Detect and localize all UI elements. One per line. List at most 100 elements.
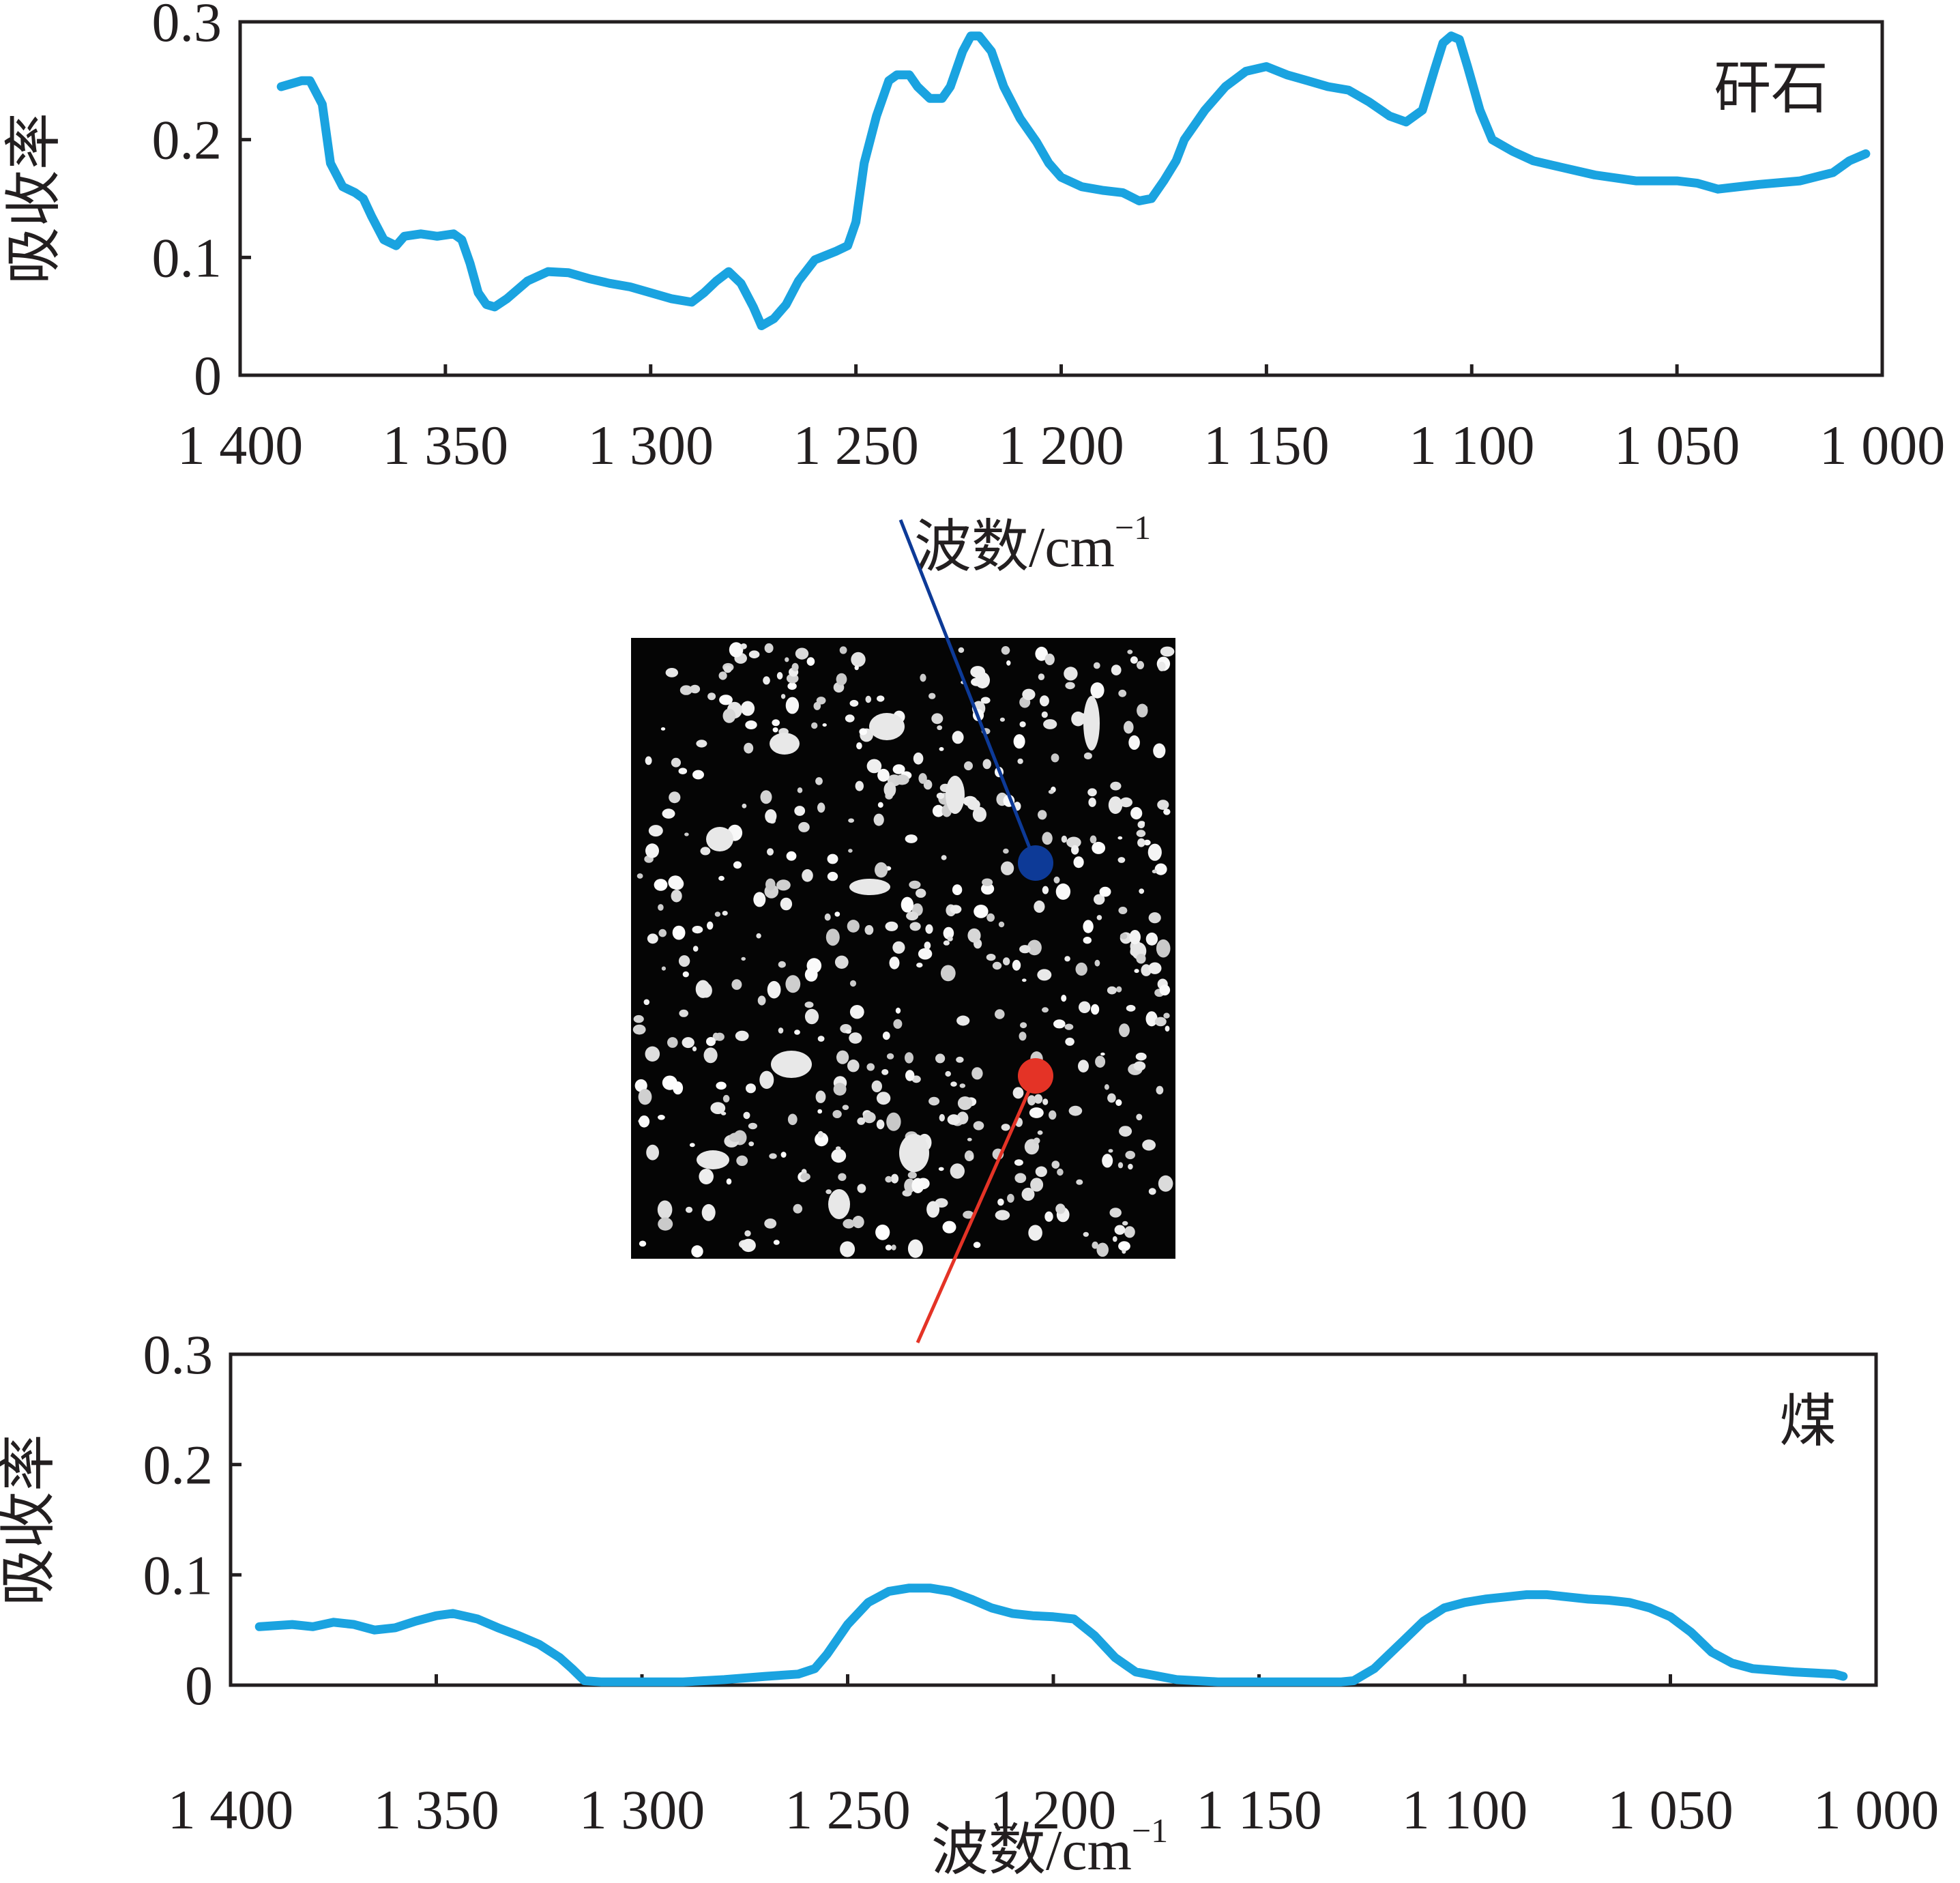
micrograph-particle <box>645 843 659 858</box>
micrograph-particle <box>817 1109 823 1114</box>
micrograph-particle <box>907 1171 917 1179</box>
micrograph-particle <box>877 695 885 702</box>
micrograph-particle <box>827 871 838 881</box>
micrograph-particle <box>973 1242 981 1249</box>
micrograph-particle <box>964 761 973 771</box>
micrograph-particle <box>1119 1126 1132 1137</box>
micrograph-particle <box>817 1130 823 1138</box>
micrograph-particle <box>741 957 746 961</box>
micrograph-particle <box>798 821 810 832</box>
micrograph-particle <box>1109 1208 1122 1218</box>
micrograph-particle <box>748 650 760 658</box>
micrograph-particle <box>1156 1085 1164 1095</box>
micrograph-particle <box>842 1105 849 1110</box>
micrograph-particle <box>785 975 801 993</box>
micrograph-particle <box>866 759 882 774</box>
micrograph-particle <box>813 701 821 710</box>
micrograph-particle <box>848 716 854 722</box>
axis-ticks <box>229 1352 1878 1687</box>
micrograph-particle <box>802 869 813 882</box>
micrograph-particle <box>797 787 803 793</box>
micrograph-particle <box>672 925 686 940</box>
micrograph-particle <box>815 777 823 785</box>
micrograph-particle <box>1136 953 1146 964</box>
micrograph-particle <box>869 713 905 740</box>
micrograph-particle <box>1154 863 1167 875</box>
micrograph-particle <box>778 961 786 968</box>
micrograph-particle <box>707 921 714 930</box>
micrograph-particle <box>854 665 859 671</box>
micrograph-particle <box>1117 836 1123 840</box>
micrograph-particle <box>892 941 905 954</box>
micrograph-particle <box>1041 711 1048 718</box>
micrograph-particle <box>765 809 777 823</box>
micrograph-particle <box>632 1024 646 1035</box>
micrograph-particle <box>1094 959 1100 967</box>
x-tick-label: 1 400 <box>177 414 304 476</box>
micrograph-particle <box>894 774 909 785</box>
micrograph-particle <box>856 742 862 750</box>
x-tick-labels: 1 400 1 350 1 300 1 250 1 200 1 150 1 100 1 050… <box>177 414 1946 476</box>
micrograph-particle <box>1006 660 1011 666</box>
micrograph-particle <box>886 1053 894 1060</box>
micrograph-particle <box>692 770 704 780</box>
micrograph-particle <box>847 1060 860 1072</box>
micrograph-particle <box>1078 1060 1089 1072</box>
micrograph-particle <box>1020 1022 1027 1029</box>
micrograph-particle <box>735 1030 749 1041</box>
micrograph-particle <box>1107 1093 1116 1103</box>
micrograph-particle <box>753 892 766 907</box>
y-axis-title: 吸收率 <box>3 113 66 284</box>
y-tick-label: 0.1 <box>143 1544 214 1606</box>
axis-ticks <box>238 20 1884 377</box>
micrograph-particle <box>633 1015 644 1023</box>
sample-micrograph <box>631 519 1175 1344</box>
micrograph-particle <box>932 804 945 817</box>
micrograph-particle <box>1021 1187 1035 1201</box>
micrograph-particle <box>815 1133 829 1147</box>
micrograph-particle <box>1157 800 1169 810</box>
micrograph-particle <box>1125 1150 1135 1160</box>
micrograph-particle <box>1049 1110 1057 1120</box>
micrograph-particle <box>905 834 918 843</box>
micrograph-particle <box>718 671 727 680</box>
micrograph-particle <box>825 1189 832 1195</box>
micrograph-particle <box>1051 1161 1060 1169</box>
micrograph-particle <box>1137 838 1145 847</box>
x-tick-label: 1 250 <box>785 1779 911 1841</box>
micrograph-particle <box>1073 856 1084 868</box>
micrograph-particle <box>986 913 995 922</box>
micrograph-particle <box>1135 1052 1147 1061</box>
micrograph-particle <box>1153 743 1166 759</box>
micrograph-particle <box>645 756 652 765</box>
micrograph-particle <box>1064 956 1070 962</box>
micrograph-particle <box>885 1176 892 1183</box>
micrograph-particle <box>746 1083 756 1094</box>
micrograph-particle <box>671 890 682 903</box>
micrograph-particle <box>1134 969 1139 974</box>
micrograph-particle <box>699 1169 714 1184</box>
micrograph-particle <box>679 685 692 695</box>
micrograph-particle <box>1110 781 1122 791</box>
micrograph-particle <box>1003 957 1010 965</box>
micrograph-particle <box>692 946 699 952</box>
micrograph-particle <box>973 1121 984 1130</box>
x-tick-label: 1 050 <box>1607 1779 1734 1841</box>
micrograph-particle <box>1017 758 1023 764</box>
micrograph-particle <box>1117 1162 1124 1169</box>
micrograph-particle <box>1154 1017 1167 1027</box>
micrograph-particle <box>817 802 825 813</box>
micrograph-particle <box>817 1036 825 1042</box>
micrograph-particle <box>647 933 658 944</box>
micrograph-particle <box>1061 835 1068 843</box>
micrograph-particle <box>638 1089 652 1105</box>
micrograph-particle <box>785 697 800 714</box>
micrograph-particle <box>682 971 689 978</box>
micrograph-particle <box>851 652 866 667</box>
micrograph-particle <box>1095 1055 1106 1068</box>
micrograph-particle <box>1001 646 1010 655</box>
micrograph-particle <box>1083 752 1092 760</box>
micrograph-particle <box>815 1090 826 1103</box>
micrograph-particle <box>794 806 806 816</box>
micrograph-particle <box>1030 1178 1044 1192</box>
